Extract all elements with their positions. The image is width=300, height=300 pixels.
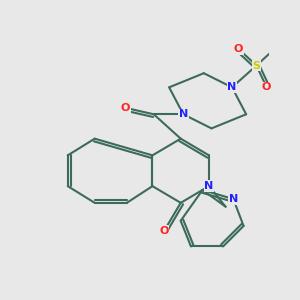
Text: O: O	[234, 44, 243, 54]
Text: O: O	[159, 226, 169, 236]
Text: N: N	[178, 109, 188, 119]
Text: N: N	[204, 181, 214, 191]
Text: N: N	[229, 194, 238, 204]
Text: S: S	[252, 61, 260, 70]
Text: O: O	[262, 82, 272, 92]
Text: N: N	[227, 82, 237, 92]
Text: O: O	[121, 103, 130, 113]
